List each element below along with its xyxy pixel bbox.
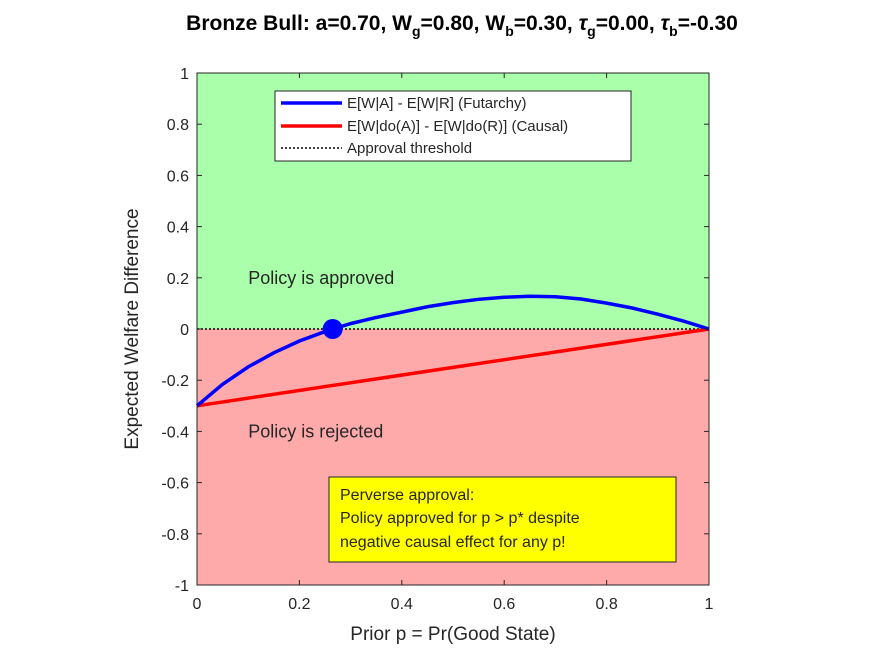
x-tick-label: 0.4 <box>391 596 413 613</box>
legend-causal-label: E[W|do(A)] - E[W|do(R)] (Causal) <box>347 118 568 135</box>
x-tick-label: 0.2 <box>288 596 310 613</box>
y-tick-label: -0.2 <box>161 373 189 390</box>
legend-futarchy-label: E[W|A] - E[W|R] (Futarchy) <box>347 95 526 112</box>
legend-threshold-label: Approval threshold <box>347 140 472 157</box>
x-tick-label: 0 <box>193 596 202 613</box>
y-tick-label: 0.4 <box>167 220 189 237</box>
y-tick-label: -0.8 <box>161 527 189 544</box>
y-tick-label: 0.8 <box>167 117 189 134</box>
rejected-region-label: Policy is rejected <box>248 421 383 441</box>
legend: E[W|A] - E[W|R] (Futarchy) E[W|do(A)] - … <box>274 90 632 162</box>
x-axis-label: Prior p = Pr(Good State) <box>350 624 555 645</box>
y-tick-label: 1 <box>180 66 189 83</box>
futarchy-series-line <box>195 294 710 408</box>
y-axis-label: Expected Welfare Difference <box>122 208 143 449</box>
crossing-point-marker <box>322 319 343 339</box>
y-tick-label: -1 <box>175 578 189 595</box>
approved-region-label: Policy is approved <box>248 268 394 288</box>
annotation: Perverse approval: Policy approved for p… <box>328 476 677 563</box>
y-tick-label: -0.6 <box>161 476 189 493</box>
chart-title: Bronze Bull: a=0.70, Wg=0.80, Wb=0.30, τ… <box>186 12 738 39</box>
annotation-line-3: negative causal effect for any p! <box>340 534 566 551</box>
annotation-line-1: Perverse approval: <box>340 487 474 504</box>
x-tick-label: 0.6 <box>493 596 515 613</box>
axis-ticks: 0 0.2 0.4 0.6 0.8 1 -1 -0.8 -0.6 -0.4 -0.2 0 0.2 0.4 0… <box>161 66 713 613</box>
annotation-line-2: Policy approved for p > p* despite <box>340 510 580 527</box>
x-tick-label: 0.8 <box>595 596 617 613</box>
annotation-box <box>328 476 677 563</box>
y-tick-label: 0 <box>180 322 189 339</box>
causal-series-line <box>196 327 710 408</box>
y-tick-label: 0.6 <box>167 168 189 185</box>
y-tick-label: -0.4 <box>161 424 189 441</box>
y-tick-label: 0.2 <box>167 271 189 288</box>
x-tick-label: 1 <box>705 596 714 613</box>
